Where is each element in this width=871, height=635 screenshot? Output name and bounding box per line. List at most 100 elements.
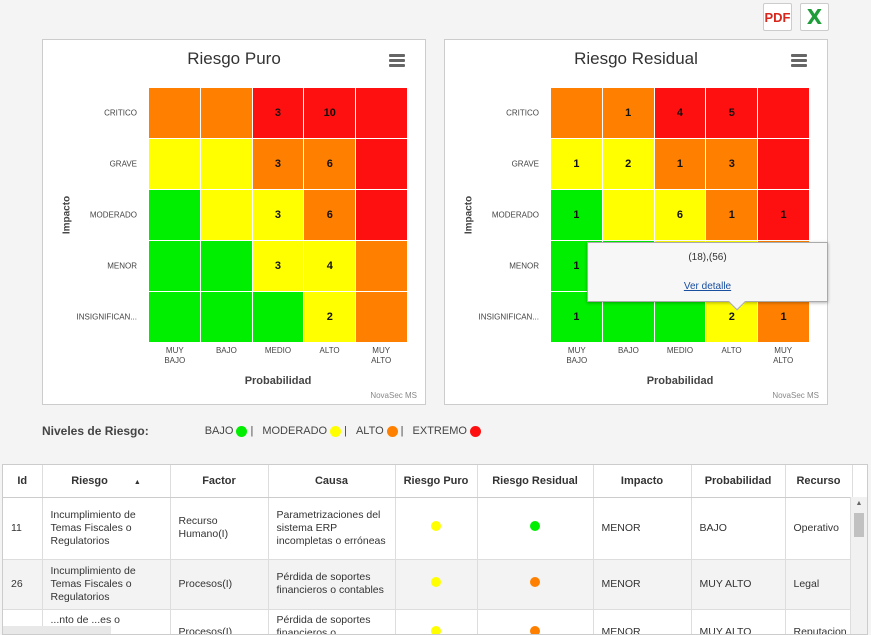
table-row[interactable]: ...nto de ...es o Procesos(I) Pérdida de… — [3, 609, 853, 634]
x-tick-label: MEDIO — [666, 346, 694, 355]
heatmap-cell[interactable] — [356, 139, 407, 189]
heatmap-cell[interactable]: 1 — [654, 139, 706, 189]
heatmap-cell[interactable] — [551, 88, 602, 138]
heatmap-cell[interactable]: 2 — [304, 292, 356, 342]
scroll-up-icon[interactable]: ▲ — [855, 500, 863, 507]
heatmap-cell[interactable] — [356, 292, 407, 342]
orange-dot-icon — [530, 577, 540, 587]
x-tick-label: MUY ALTO — [773, 346, 794, 365]
cell-impacto: MENOR — [593, 609, 692, 634]
legend-item-bajo: BAJO | — [204, 425, 254, 437]
x-tick-label: MUY BAJO — [566, 346, 588, 365]
heatmap-cell[interactable] — [356, 241, 407, 291]
heatmap-cell[interactable]: 6 — [304, 190, 356, 240]
chart-menu-icon[interactable] — [791, 54, 807, 67]
heatmap-cell[interactable]: 1 — [551, 139, 602, 189]
heatmap-cell[interactable] — [149, 88, 200, 138]
cell-riesgo: Incumplimiento de Temas Fiscales o Regul… — [42, 559, 171, 610]
heatmap-cell[interactable]: 3 — [252, 241, 304, 291]
heatmap-cell[interactable]: 1 — [551, 190, 602, 240]
heatmap-cell[interactable] — [149, 292, 200, 342]
legend-item-alto: ALTO | — [355, 425, 404, 437]
risk-levels-legend: Niveles de Riesgo: BAJO | MODERADO | ALTO |… — [42, 424, 489, 438]
cell-factor: Procesos(I) — [170, 609, 269, 634]
cell-riesgo-puro — [395, 497, 478, 560]
heatmap-cell[interactable]: 6 — [304, 139, 356, 189]
heatmap-cell[interactable]: 3 — [706, 139, 758, 189]
horizontal-scrollbar[interactable] — [3, 626, 111, 634]
cell-tooltip: (18),(56) Ver detalle — [587, 242, 828, 311]
heatmap-cell[interactable] — [200, 139, 252, 189]
chart-credit[interactable]: NovaSec MS — [370, 391, 417, 400]
y-tick-label: MODERADO — [89, 210, 137, 220]
x-axis-title: Probabilidad — [244, 375, 312, 387]
vertical-scrollbar[interactable]: ▲ — [850, 497, 867, 634]
header-causa[interactable]: Causa — [268, 465, 396, 498]
riesgo-puro-chart: Riesgo Puro Impacto CRITICO GRAVE MODERADO… — [42, 39, 426, 405]
y-tick-label: MENOR — [107, 261, 137, 271]
cell-impacto: MENOR — [593, 497, 692, 560]
heatmap-cell[interactable] — [149, 190, 200, 240]
heatmap-cell[interactable] — [252, 292, 304, 342]
pdf-export-button[interactable]: PDF — [763, 3, 792, 31]
cell-factor: Recurso Humano(I) — [170, 497, 269, 560]
y-axis-labels: CRITICO GRAVE MODERADO MENOR INSIGNIFICAN... — [465, 88, 545, 342]
heatmap-cell[interactable] — [200, 190, 252, 240]
heatmap-cell[interactable] — [356, 190, 407, 240]
cell-causa: Pérdida de soportes financieros o — [268, 609, 396, 634]
heatmap-cell[interactable] — [758, 139, 809, 189]
table-row[interactable]: 26 Incumplimiento de Temas Fiscales o Re… — [3, 559, 853, 610]
cell-riesgo-puro — [395, 609, 478, 634]
heatmap-cell[interactable]: 2 — [602, 139, 654, 189]
heatmap-cell[interactable]: 1 — [758, 190, 809, 240]
riesgo-residual-chart: Riesgo Residual Impacto CRITICO GRAVE MODE… — [444, 39, 828, 405]
heatmap-cell[interactable] — [149, 241, 200, 291]
heatmap-cell[interactable] — [200, 292, 252, 342]
heatmap-cell[interactable]: 5 — [706, 88, 758, 138]
header-impacto[interactable]: Impacto — [593, 465, 692, 498]
export-toolbar: PDF X — [763, 3, 829, 31]
chart-menu-icon[interactable] — [389, 54, 405, 67]
x-axis-title: Probabilidad — [646, 375, 714, 387]
y-tick-label: GRAVE — [109, 159, 137, 169]
legend-title: Niveles de Riesgo: — [42, 424, 149, 438]
heatmap-cell[interactable] — [200, 241, 252, 291]
cell-riesgo-puro — [395, 559, 478, 610]
heatmap-cell[interactable] — [602, 190, 654, 240]
header-factor[interactable]: Factor — [170, 465, 269, 498]
scroll-thumb[interactable] — [854, 513, 864, 537]
cell-probabilidad: BAJO — [691, 497, 786, 560]
chart-credit[interactable]: NovaSec MS — [772, 391, 819, 400]
table-row[interactable]: 11 Incumplimiento de Temas Fiscales o Re… — [3, 497, 853, 560]
heatmap-cell[interactable]: 10 — [304, 88, 356, 138]
heatmap-cell[interactable] — [200, 88, 252, 138]
risk-table: Id Riesgo ▲ Factor Causa Riesgo Puro Ries… — [2, 464, 868, 635]
heatmap-cell[interactable]: 6 — [654, 190, 706, 240]
header-recurso[interactable]: Recurso — [785, 465, 853, 498]
heatmap-cell[interactable]: 3 — [252, 88, 304, 138]
heatmap-cell[interactable] — [758, 88, 809, 138]
header-id[interactable]: Id — [3, 465, 43, 498]
heatmap-cell[interactable]: 3 — [252, 190, 304, 240]
table-header-row: Id Riesgo ▲ Factor Causa Riesgo Puro Ries… — [3, 465, 853, 498]
header-probabilidad[interactable]: Probabilidad — [691, 465, 786, 498]
excel-export-button[interactable]: X — [800, 3, 829, 31]
heatmap-cell[interactable]: 4 — [304, 241, 356, 291]
cell-recurso: Operativo — [785, 497, 853, 560]
heatmap-cell[interactable] — [149, 139, 200, 189]
heatmap-cell[interactable] — [356, 88, 407, 138]
x-tick-label: ALTO — [319, 346, 340, 355]
cell-recurso: Reputacion — [785, 609, 853, 634]
chart-title: Riesgo Puro — [187, 49, 281, 68]
header-riesgo[interactable]: Riesgo ▲ — [42, 465, 171, 498]
yellow-dot-icon — [431, 625, 441, 634]
ver-detalle-link[interactable]: Ver detalle — [683, 281, 732, 292]
heatmap-cell[interactable]: 4 — [654, 88, 706, 138]
header-riesgo-puro[interactable]: Riesgo Puro — [395, 465, 478, 498]
y-axis-labels: CRITICO GRAVE MODERADO MENOR INSIGNIFICAN... — [63, 88, 143, 342]
header-riesgo-residual[interactable]: Riesgo Residual — [477, 465, 594, 498]
heatmap-cell[interactable]: 3 — [252, 139, 304, 189]
heatmap-cell[interactable]: 1 — [706, 190, 758, 240]
heatmap-cell[interactable]: 1 — [602, 88, 654, 138]
x-tick-label: MUY ALTO — [371, 346, 392, 365]
